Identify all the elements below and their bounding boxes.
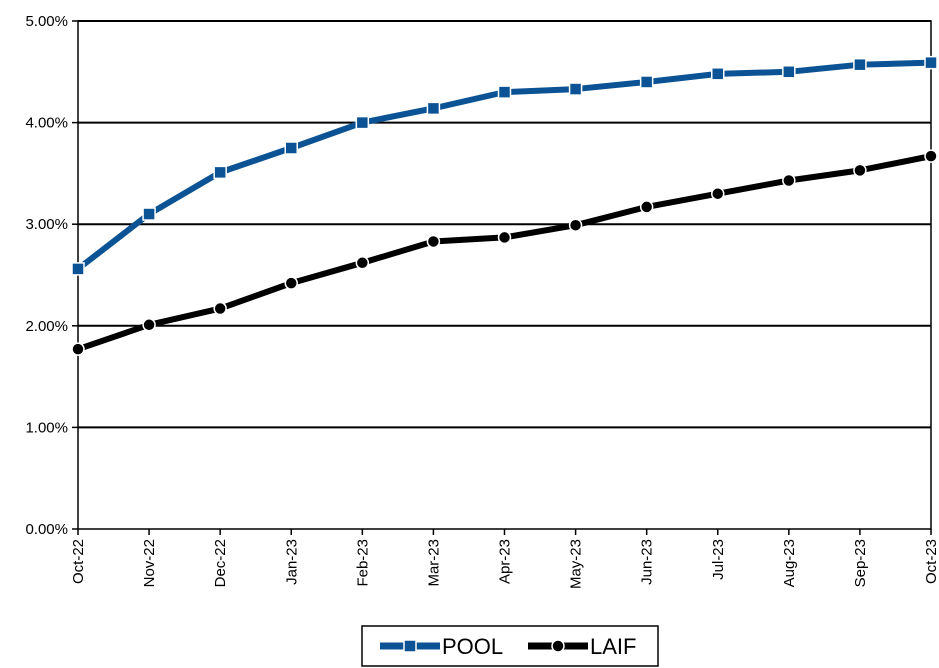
- x-tick-label-10: Aug-23: [781, 539, 798, 587]
- point-laif-12: [924, 149, 938, 163]
- x-axis-tick-labels: Oct-22 Nov-22 Dec-22 Jan-23 Feb-23 Mar-23 Apr-…: [70, 539, 939, 589]
- point-laif-10: [782, 173, 796, 188]
- series-lines: [71, 55, 938, 356]
- x-tick-label-5: Mar-23: [425, 539, 442, 587]
- y-axis-tick-labels: 0.00% 1.00% 2.00% 3.00% 4.00% 5.00%: [25, 13, 68, 538]
- x-tick-label-1: Nov-22: [141, 539, 158, 587]
- legend-marker-pool: [403, 639, 417, 653]
- legend-label-pool: POOL: [442, 634, 503, 659]
- x-tick-label-11: Sep-23: [852, 539, 869, 587]
- point-laif-4: [355, 256, 370, 270]
- point-pool-4: [355, 115, 370, 130]
- series-line-laif: [77, 153, 932, 353]
- gridlines: [78, 20, 931, 429]
- point-pool-1: [142, 207, 156, 221]
- point-pool-0: [71, 262, 85, 276]
- legend-label-laif: LAIF: [590, 634, 636, 659]
- y-tick-label-3: 3.00%: [25, 216, 68, 233]
- point-pool-7: [568, 82, 583, 96]
- y-tick-label-2: 2.00%: [25, 318, 68, 335]
- point-pool-11: [853, 57, 867, 72]
- point-pool-10: [782, 65, 796, 79]
- point-pool-5: [426, 101, 441, 116]
- legend: POOL LAIF: [361, 625, 659, 667]
- point-laif-1: [142, 318, 156, 332]
- x-tick-label-6: Apr-23: [497, 539, 514, 584]
- point-laif-11: [853, 163, 867, 178]
- point-laif-5: [426, 234, 441, 249]
- y-tick-label-5: 5.00%: [25, 13, 68, 30]
- point-laif-7: [568, 218, 583, 232]
- point-pool-3: [284, 141, 298, 155]
- x-tick-label-0: Oct-22: [70, 539, 87, 584]
- x-tick-label-3: Jan-23: [283, 539, 300, 585]
- x-tick-label-8: Jun-23: [639, 539, 656, 585]
- x-tick-label-7: May-23: [568, 539, 585, 589]
- x-tick-label-12: Oct-23: [923, 539, 939, 584]
- point-laif-8: [639, 200, 654, 214]
- point-pool-6: [497, 85, 512, 99]
- x-tick-label-4: Feb-23: [354, 539, 371, 587]
- point-laif-2: [213, 301, 227, 316]
- point-laif-3: [284, 276, 298, 290]
- point-laif-6: [497, 230, 512, 245]
- point-laif-9: [711, 186, 725, 201]
- y-tick-label-4: 4.00%: [25, 115, 68, 132]
- point-laif-0: [71, 342, 85, 356]
- point-pool-2: [213, 165, 227, 180]
- x-tick-label-2: Dec-22: [212, 539, 229, 587]
- point-pool-8: [639, 75, 654, 89]
- y-tick-label-0: 0.00%: [25, 521, 68, 538]
- x-tick-label-9: Jul-23: [710, 539, 727, 580]
- legend-marker-laif: [551, 639, 565, 653]
- point-pool-9: [711, 67, 725, 81]
- y-tick-label-1: 1.00%: [25, 419, 68, 436]
- point-pool-12: [924, 55, 938, 70]
